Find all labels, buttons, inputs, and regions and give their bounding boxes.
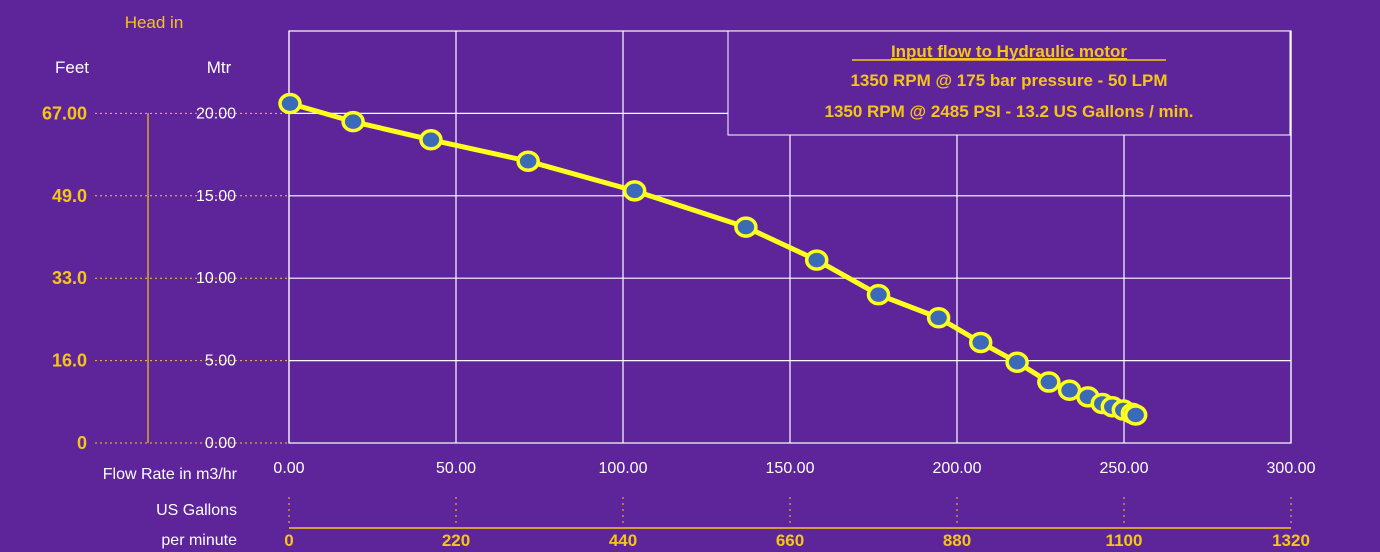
x-tick-label: 50.00 (436, 460, 476, 477)
gallon-tick-label: 880 (943, 531, 971, 550)
feet-tick-label: 49.0 (52, 186, 87, 206)
x-tick-label: 200.00 (933, 460, 982, 477)
data-point (968, 331, 993, 354)
gallon-tick-label: 660 (776, 531, 804, 550)
axes-labels: 0.00 50.00 100.00 150.00 200.00 250.00 300.00 0… (42, 103, 1316, 550)
data-point (1037, 371, 1061, 393)
data-point (1005, 351, 1029, 373)
info-box-line2: 1350 RPM @ 2485 PSI - 13.2 US Gallons / … (824, 102, 1193, 121)
y-tick-label: 0.00 (205, 435, 236, 452)
data-point (419, 129, 443, 151)
gallon-tick-label: 440 (609, 531, 637, 550)
data-point (622, 180, 647, 202)
x-tick-label: 300.00 (1267, 460, 1316, 477)
data-point (926, 307, 951, 329)
data-point (866, 283, 891, 306)
per-minute-label: per minute (161, 532, 237, 549)
us-gallons-label: US Gallons (156, 502, 237, 519)
info-box: Input flow to Hydraulic motor 1350 RPM @… (727, 30, 1291, 136)
x-tick-label: 0.00 (273, 460, 304, 477)
x-tick-label: 150.00 (766, 460, 815, 477)
data-point (1123, 404, 1148, 426)
series-layer (278, 92, 1148, 426)
data-point (341, 110, 365, 133)
info-box-frame (727, 30, 1291, 136)
flow-rate-label: Flow Rate in m3/hr (103, 466, 238, 483)
feet-tick-label: 0 (77, 433, 87, 453)
gallon-tick-label: 1320 (1272, 531, 1310, 550)
data-point (804, 249, 829, 271)
info-box-line1: 1350 RPM @ 175 bar pressure - 50 LPM (850, 71, 1167, 90)
grid (95, 30, 1292, 529)
data-point (516, 150, 540, 172)
feet-tick-label: 67.00 (42, 103, 87, 123)
info-box-title: Input flow to Hydraulic motor (891, 42, 1127, 61)
y-tick-label: 15.00 (196, 188, 236, 205)
gallon-tick-label: 0 (284, 531, 293, 550)
x-tick-label: 100.00 (599, 460, 648, 477)
y-tick-label: 5.00 (205, 353, 236, 370)
gallon-tick-label: 1100 (1106, 531, 1143, 550)
gallon-tick-label: 220 (442, 531, 470, 550)
y-tick-label: 20.00 (196, 105, 236, 122)
mtr-label: Mtr (207, 58, 232, 77)
feet-tick-label: 16.0 (52, 351, 87, 371)
x-tick-label: 250.00 (1100, 460, 1149, 477)
feet-label: Feet (55, 58, 89, 77)
head-in-label: Head in (125, 13, 184, 32)
data-point (734, 216, 758, 238)
y-tick-label: 10.00 (196, 270, 236, 287)
feet-tick-label: 33.0 (52, 268, 87, 288)
data-point (278, 92, 302, 115)
